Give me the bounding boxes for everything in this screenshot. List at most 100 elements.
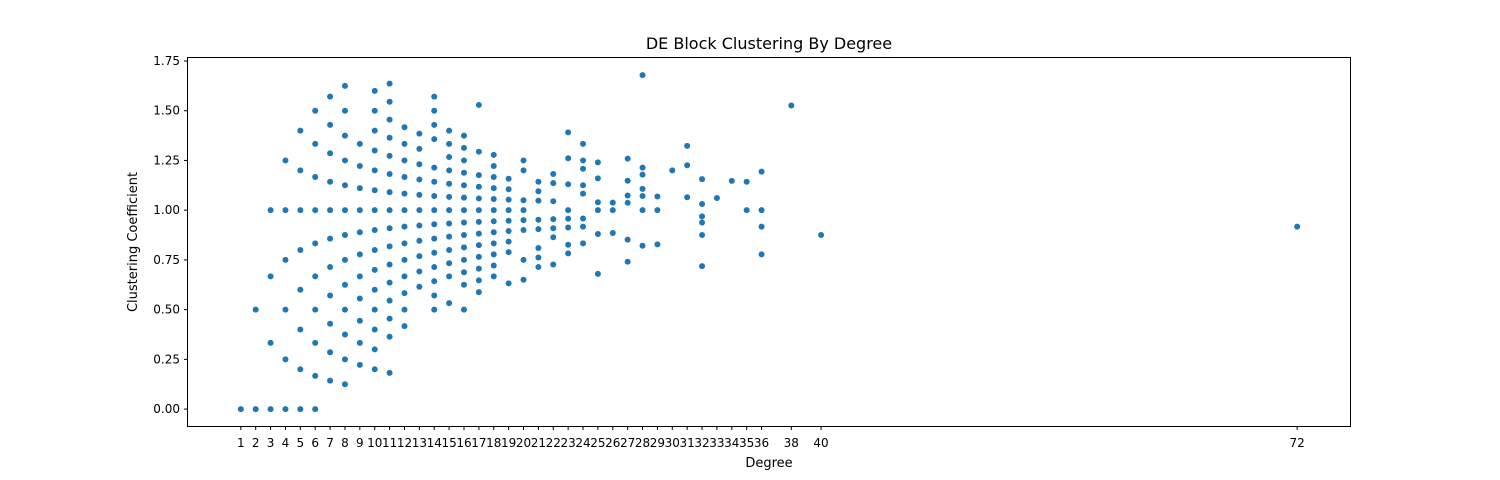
data-point [624, 192, 631, 199]
data-point [386, 134, 393, 141]
data-point [341, 356, 348, 363]
data-point [460, 232, 467, 239]
y-tick-label: 1.75 [153, 54, 180, 68]
data-point [460, 182, 467, 189]
x-tick-label: 20 [516, 436, 531, 450]
data-point [386, 315, 393, 322]
data-point [639, 171, 646, 178]
data-point [475, 172, 482, 179]
x-tick-label: 22 [546, 436, 561, 450]
data-point [386, 279, 393, 286]
x-tick-label: 30 [665, 436, 680, 450]
data-point [490, 251, 497, 258]
data-point [505, 228, 512, 235]
data-point [356, 317, 363, 324]
data-point [386, 333, 393, 340]
data-point [550, 216, 557, 223]
data-point [684, 142, 691, 149]
x-tick-label: 14 [427, 436, 442, 450]
data-point [609, 199, 616, 206]
data-point [475, 195, 482, 202]
data-point [624, 199, 631, 206]
x-tick-label: 10 [367, 436, 382, 450]
data-point [297, 246, 304, 253]
data-point [446, 127, 453, 134]
data-point [401, 256, 408, 263]
data-point [654, 193, 661, 200]
data-point [341, 256, 348, 263]
data-point [758, 251, 765, 258]
data-point [535, 264, 542, 271]
data-point [609, 230, 616, 237]
data-point [490, 196, 497, 203]
data-point [356, 185, 363, 192]
data-point [565, 241, 572, 248]
data-point [580, 165, 587, 172]
data-point [520, 217, 527, 224]
x-tick-label: 16 [456, 436, 471, 450]
x-axis-label: Degree [745, 456, 792, 471]
data-point [460, 244, 467, 251]
x-tick-label: 32 [694, 436, 709, 450]
data-point [535, 226, 542, 233]
data-point [475, 253, 482, 260]
x-tick-label: 24 [575, 436, 590, 450]
data-point [475, 218, 482, 225]
data-point [446, 140, 453, 147]
data-point [758, 168, 765, 175]
data-point [446, 167, 453, 174]
data-point [401, 157, 408, 164]
data-point [431, 278, 438, 285]
chart-title: DE Block Clustering By Degree [646, 34, 892, 53]
x-axis-ticks: 1 2 3 4 5 6 7 8 9 10 11 12 13 14 15 16 17 18 19 20 21 22 23 24 2… [237, 426, 1305, 450]
data-point [594, 207, 601, 214]
x-tick-label: 3 [267, 436, 275, 450]
data-point [446, 233, 453, 240]
data-point [460, 219, 467, 226]
data-point [282, 256, 289, 263]
data-point [490, 207, 497, 214]
data-point [282, 207, 289, 214]
data-point [699, 176, 706, 183]
data-point [594, 159, 601, 166]
data-point [237, 406, 244, 413]
data-point [624, 258, 631, 265]
data-point [386, 243, 393, 250]
data-point [297, 366, 304, 373]
data-point [460, 207, 467, 214]
x-tick-label: 5 [297, 436, 305, 450]
data-point [401, 290, 408, 297]
data-point [550, 170, 557, 177]
data-point [416, 176, 423, 183]
data-point [386, 261, 393, 268]
data-point [535, 197, 542, 204]
data-point [699, 219, 706, 226]
data-point [371, 147, 378, 154]
data-point [446, 260, 453, 267]
x-tick-label: 2 [252, 436, 260, 450]
data-point [416, 191, 423, 198]
data-point [327, 320, 334, 327]
data-point [356, 361, 363, 368]
data-point [327, 292, 334, 299]
data-point [580, 140, 587, 147]
data-point [520, 276, 527, 283]
data-point [550, 234, 557, 241]
data-point [639, 185, 646, 192]
data-point [460, 194, 467, 201]
y-tick-label: 1.25 [153, 153, 180, 167]
data-point [743, 178, 750, 185]
data-point [401, 240, 408, 247]
data-point [580, 182, 587, 189]
data-point [594, 270, 601, 277]
data-point [282, 306, 289, 313]
data-point [312, 372, 319, 379]
data-point [386, 189, 393, 196]
data-point [460, 269, 467, 276]
data-point [550, 198, 557, 205]
data-point [446, 246, 453, 253]
data-point [416, 268, 423, 275]
y-tick-label: 0.00 [153, 402, 180, 416]
data-point [327, 121, 334, 128]
